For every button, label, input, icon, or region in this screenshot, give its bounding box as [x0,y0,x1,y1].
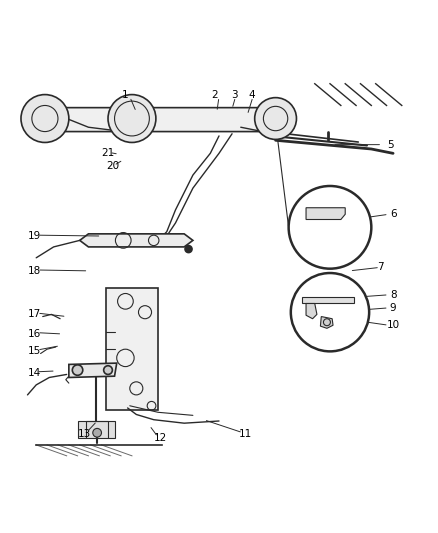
Polygon shape [302,297,354,303]
Circle shape [291,273,369,351]
Circle shape [93,367,100,375]
Text: 15: 15 [28,346,41,357]
Text: 16: 16 [28,329,41,339]
Polygon shape [106,288,158,410]
Polygon shape [80,234,193,247]
Text: 21: 21 [101,148,115,158]
Text: 19: 19 [28,231,41,241]
Polygon shape [306,208,345,220]
Text: 20: 20 [106,161,119,172]
Text: 3: 3 [231,90,237,100]
Text: 17: 17 [28,309,41,319]
Circle shape [254,98,297,140]
Text: 14: 14 [28,368,41,378]
Circle shape [21,94,69,142]
Text: 13: 13 [78,429,91,439]
Text: 2: 2 [212,90,218,100]
Polygon shape [306,303,317,319]
Text: 4: 4 [248,90,255,100]
Circle shape [72,365,83,375]
Text: 11: 11 [238,429,252,439]
Text: 10: 10 [386,320,399,330]
FancyBboxPatch shape [78,421,115,439]
Text: 9: 9 [390,303,396,313]
FancyBboxPatch shape [56,108,278,132]
Circle shape [104,366,113,375]
Polygon shape [321,317,333,328]
Text: 7: 7 [377,262,383,271]
Circle shape [108,94,156,142]
Circle shape [185,246,192,253]
Text: 5: 5 [388,140,394,150]
Circle shape [93,429,102,437]
Text: 1: 1 [122,90,129,100]
Circle shape [289,186,371,269]
Text: 12: 12 [154,433,167,443]
Text: 6: 6 [390,209,396,219]
Text: 8: 8 [390,290,396,300]
Text: 18: 18 [28,266,41,276]
Polygon shape [69,363,117,377]
